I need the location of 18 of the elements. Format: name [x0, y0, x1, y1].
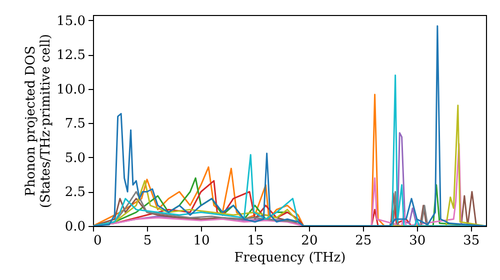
x-tick-label: 15 — [247, 234, 264, 248]
y-tick-label: 5.0 — [64, 150, 86, 166]
y-tick-label: 7.5 — [64, 116, 86, 132]
y-tick-label: 2.5 — [64, 185, 86, 200]
y-tick-label: 0.0 — [64, 220, 86, 234]
x-tick-label: 30 — [409, 234, 426, 248]
x-tick-label: 35 — [463, 234, 480, 248]
x-tick-label: 10 — [193, 234, 210, 248]
y-tick-label: 10.0 — [56, 82, 86, 98]
x-tick-label: 5 — [143, 234, 152, 248]
x-axis-title: Frequency (THz) — [234, 250, 346, 266]
x-tick-label: 20 — [301, 234, 318, 248]
y-axis-title: Phonon projected DOS (States/THz·primitive cell) — [24, 34, 54, 208]
y-tick-label: 15.0 — [56, 14, 86, 29]
line-series — [93, 25, 486, 226]
x-tick-label: 0 — [94, 234, 102, 248]
x-tick-label: 25 — [355, 234, 372, 248]
y-tick-label: 12.5 — [56, 48, 86, 64]
